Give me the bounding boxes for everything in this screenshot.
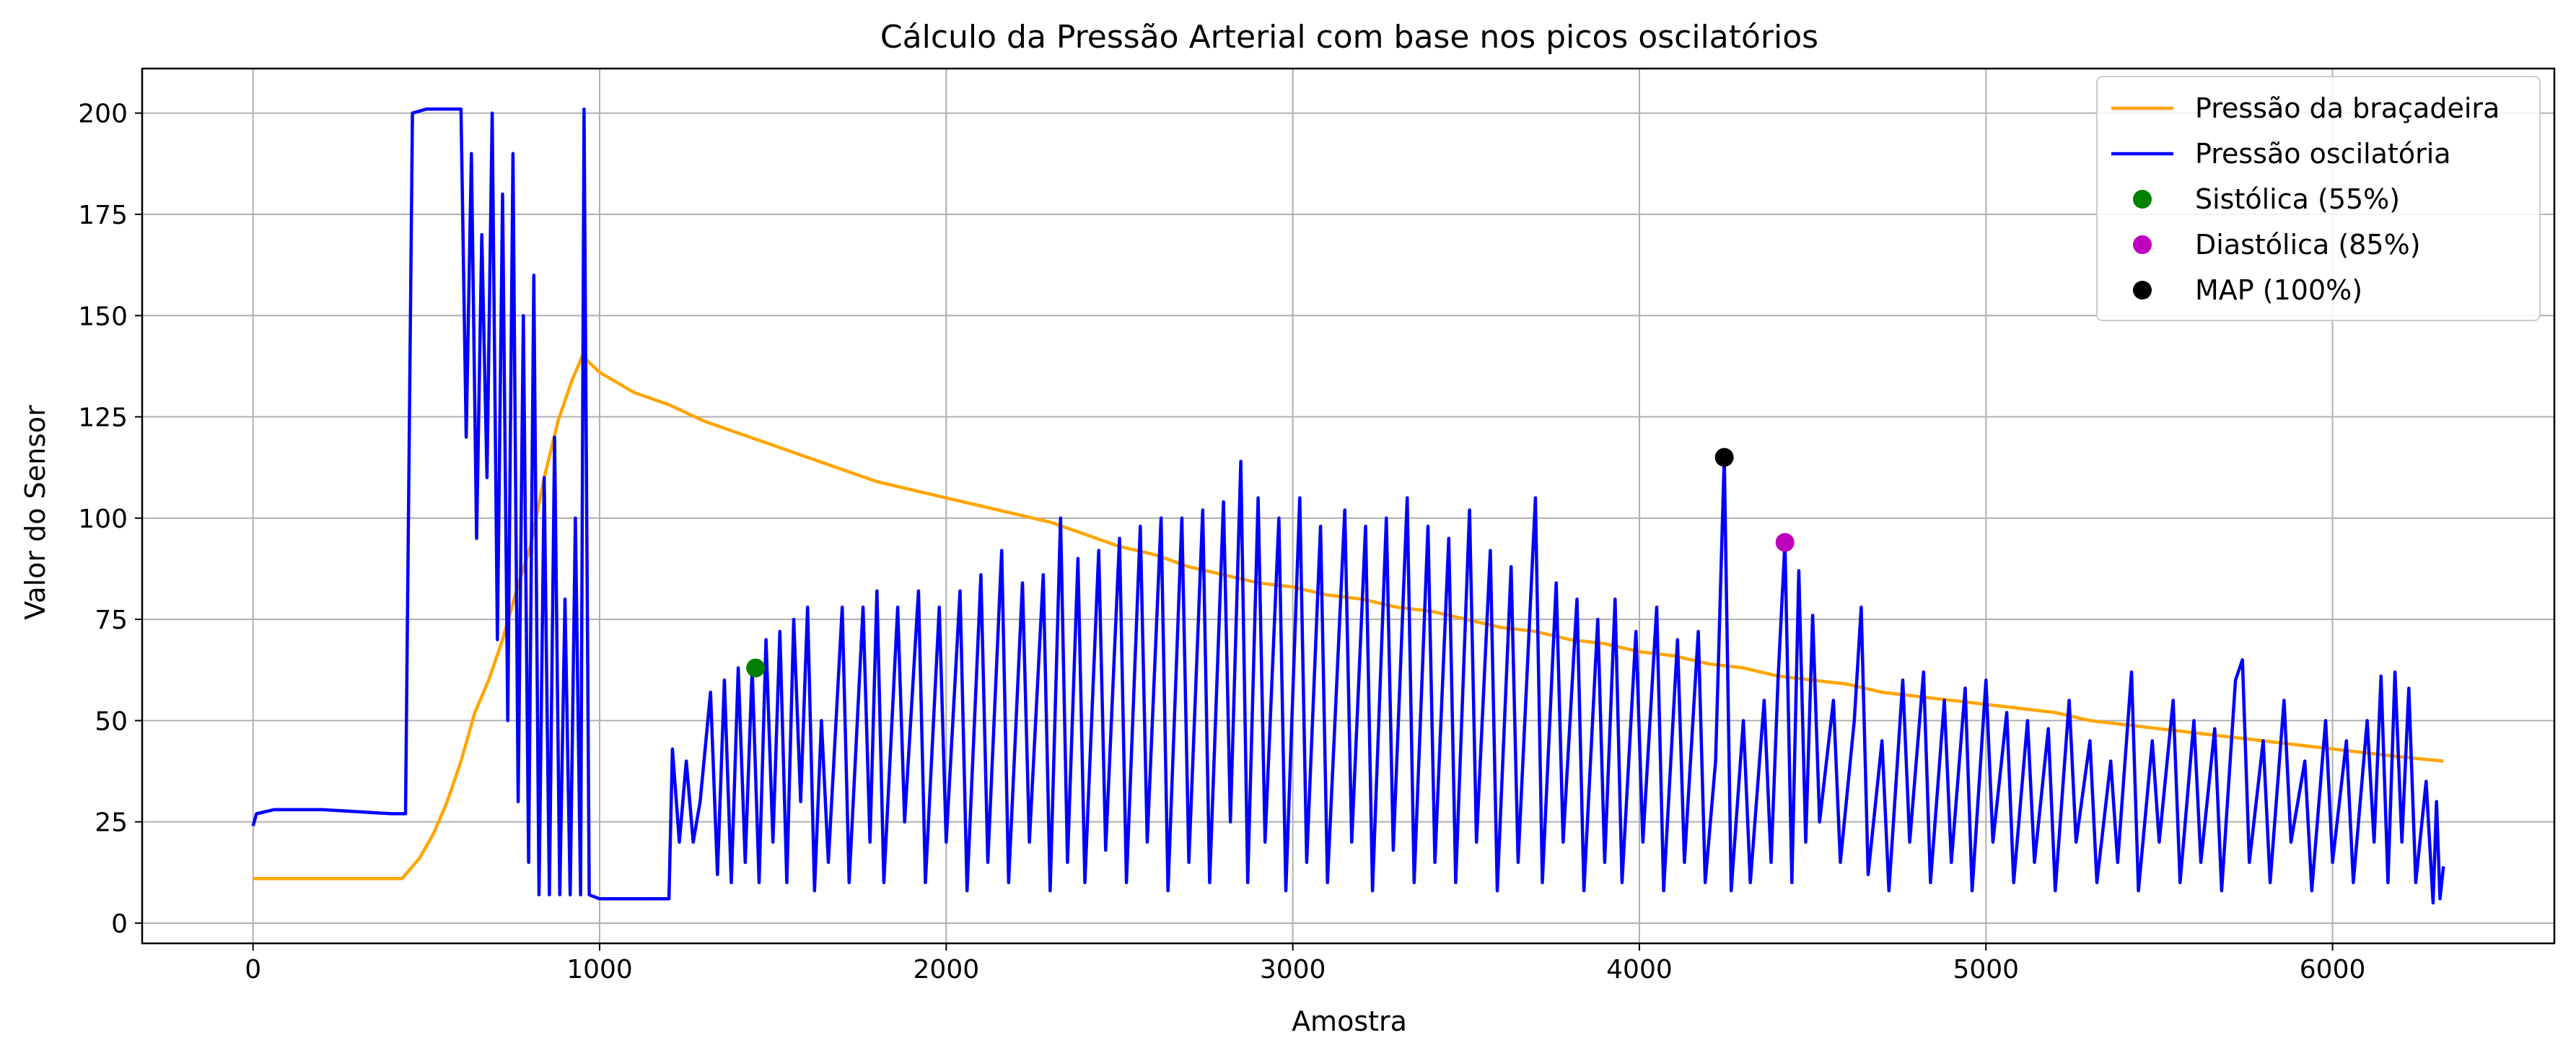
series-line-1 xyxy=(251,107,2445,905)
axes: 0 1000 2000 3000 4000 5000 6000 0 25 50 75 100 125 15… xyxy=(78,100,2365,984)
marker-point-3 xyxy=(1775,533,1795,552)
legend-swatch-marker xyxy=(2133,190,2152,209)
legend-entry-label: Pressão da braçadeira xyxy=(2195,92,2500,124)
legend-entry-label: MAP (100%) xyxy=(2195,274,2362,306)
y-tick-label: 175 xyxy=(78,201,128,230)
legend-entry-label: Pressão oscilatória xyxy=(2195,138,2451,170)
x-tick-label: 0 xyxy=(245,955,261,984)
x-tick-label: 3000 xyxy=(1260,955,1326,984)
legend-swatch-marker xyxy=(2133,281,2152,300)
y-axis-label: Valor do Sensor xyxy=(19,405,51,620)
y-tick-label: 200 xyxy=(78,100,128,129)
chart-title: Cálculo da Pressão Arterial com base nos… xyxy=(880,19,1818,56)
y-tick-label: 150 xyxy=(78,302,128,331)
plot-frame xyxy=(141,67,2556,945)
legend: Pressão da braçadeira Pressão oscilatória… xyxy=(2096,76,2541,321)
legend-entry-label: Diastólica (85%) xyxy=(2195,229,2421,261)
y-tick-label: 0 xyxy=(111,909,128,939)
legend-swatch-marker xyxy=(2133,235,2152,254)
x-tick-label: 6000 xyxy=(2300,955,2366,984)
x-tick-label: 4000 xyxy=(1606,955,1673,984)
y-tick-label: 50 xyxy=(95,707,128,736)
x-tick-label: 5000 xyxy=(1953,955,2019,984)
legend-entry-label: Sistólica (55%) xyxy=(2195,183,2400,215)
series-layer xyxy=(251,107,2445,905)
marker-point-2 xyxy=(746,658,766,678)
x-tick-label: 1000 xyxy=(566,955,633,984)
x-axis-label: Amostra xyxy=(1292,1005,1407,1037)
x-tick-label: 2000 xyxy=(914,955,980,984)
y-tick-label: 100 xyxy=(78,505,128,534)
legend-box xyxy=(2096,76,2541,321)
y-tick-label: 25 xyxy=(95,808,128,838)
y-tick-label: 75 xyxy=(95,606,128,635)
y-tick-label: 125 xyxy=(78,403,128,433)
marker-point-4 xyxy=(1714,447,1734,467)
